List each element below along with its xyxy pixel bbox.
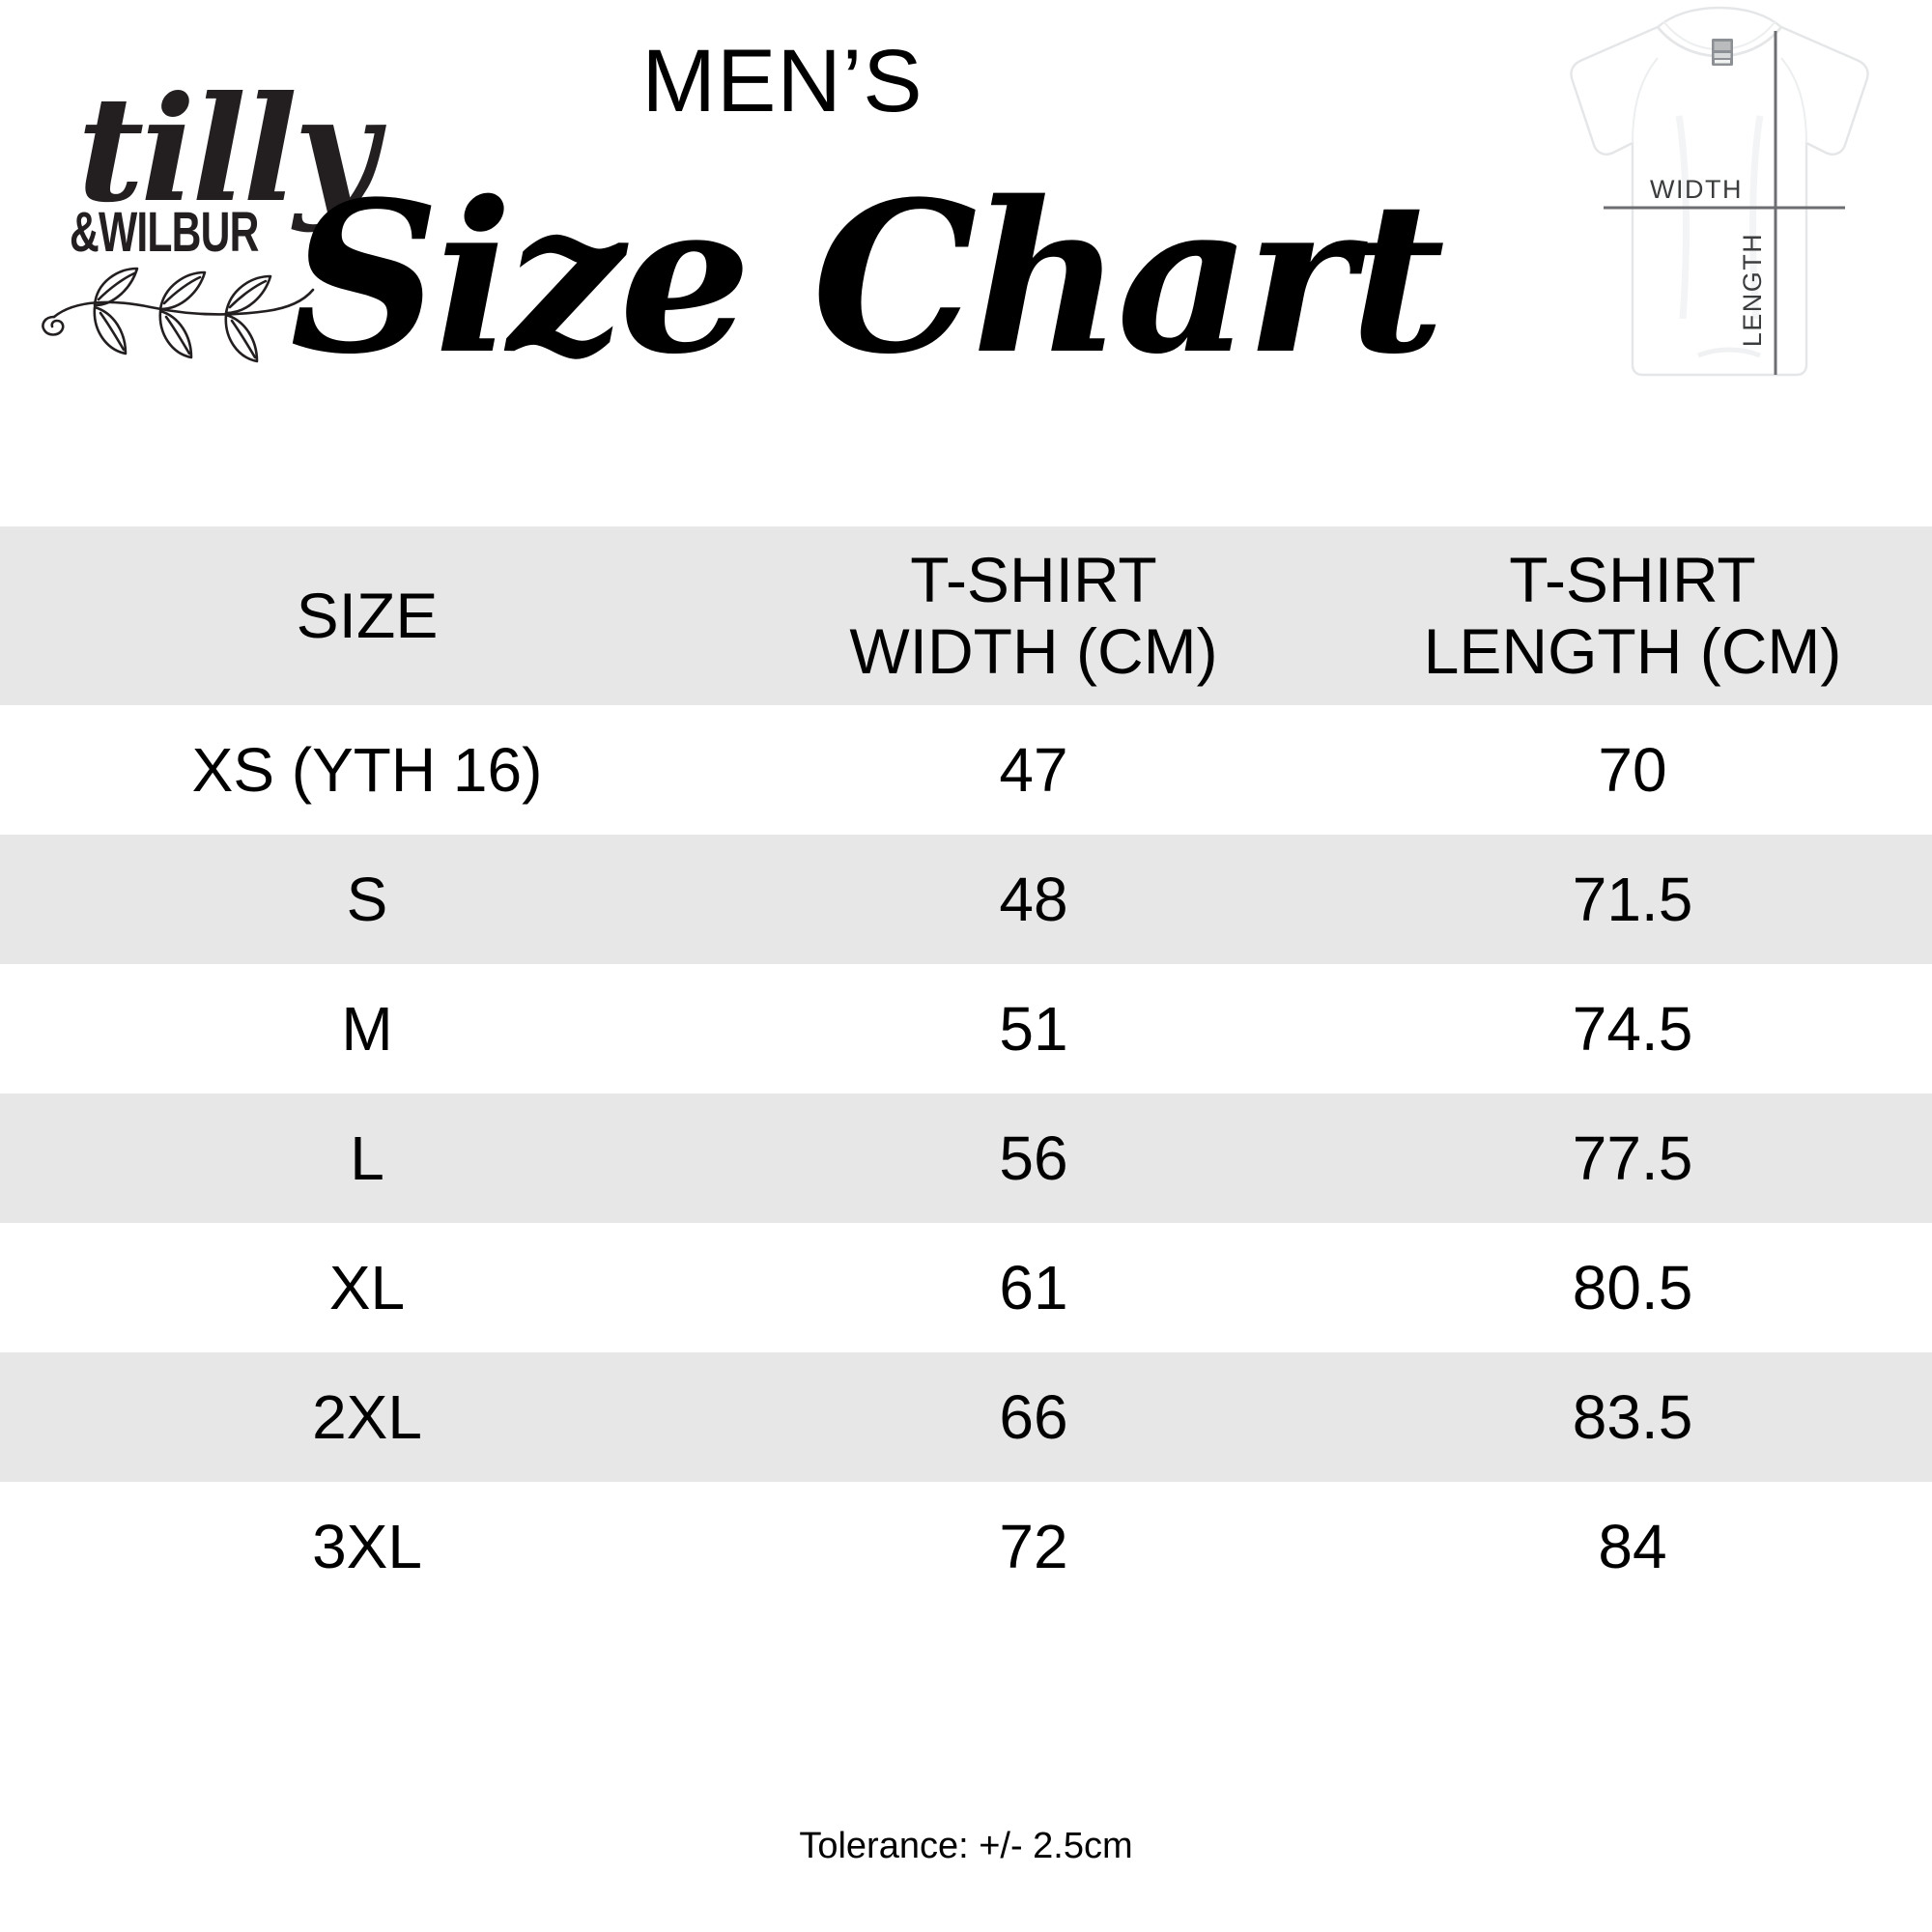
column-header-length-line-1: T-SHIRT xyxy=(1509,543,1756,615)
table-header: SIZE T-SHIRT WIDTH (CM) T-SHIRT LENGTH (… xyxy=(0,526,1932,705)
length-guide-label: LENGTH xyxy=(1738,233,1767,348)
cell-length: 70 xyxy=(1598,735,1667,805)
column-header-length: T-SHIRT LENGTH (CM) xyxy=(1333,526,1932,705)
table-header-row: SIZE T-SHIRT WIDTH (CM) T-SHIRT LENGTH (… xyxy=(0,526,1932,705)
column-header-width-line-2: WIDTH (CM) xyxy=(849,614,1218,687)
cell-size: M xyxy=(341,994,393,1064)
cell-size: 3XL xyxy=(312,1512,422,1581)
table-body: XS (YTH 16) 47 70 S 48 71.5 M 51 74.5 L … xyxy=(0,705,1932,1611)
page-title: Size Chart xyxy=(290,156,1445,400)
cell-size: XL xyxy=(328,1253,406,1322)
cell-width: 47 xyxy=(999,735,1068,805)
cell-length: 80.5 xyxy=(1572,1253,1693,1322)
page-eyebrow-title: MEN’S xyxy=(641,32,923,130)
table-row: 2XL 66 83.5 xyxy=(0,1352,1932,1482)
cell-length: 84 xyxy=(1598,1512,1667,1581)
column-header-width-line-1: T-SHIRT xyxy=(910,543,1157,615)
brand-subwordmark: &WILBUR xyxy=(70,201,259,265)
cell-size: L xyxy=(350,1123,384,1193)
table-row: 3XL 72 84 xyxy=(0,1482,1932,1611)
column-header-length-line-2: LENGTH (CM) xyxy=(1423,614,1842,687)
width-guide-label: WIDTH xyxy=(1650,175,1743,204)
cell-size: S xyxy=(346,865,388,934)
brand-logo: tilly &WILBUR xyxy=(31,77,378,367)
cell-length: 74.5 xyxy=(1572,994,1693,1064)
column-header-width: T-SHIRT WIDTH (CM) xyxy=(734,526,1333,705)
tshirt-illustration-icon: WIDTH LENGTH xyxy=(1517,0,1922,377)
table-row: S 48 71.5 xyxy=(0,835,1932,964)
cell-length: 71.5 xyxy=(1572,865,1693,934)
leaf-branch-flourish-icon xyxy=(37,257,327,363)
table-row: M 51 74.5 xyxy=(0,964,1932,1094)
cell-length: 83.5 xyxy=(1572,1382,1693,1452)
cell-width: 66 xyxy=(999,1382,1068,1452)
chart-header: tilly &WILBUR xyxy=(0,0,1932,526)
cell-size: 2XL xyxy=(312,1382,422,1452)
cell-width: 48 xyxy=(999,865,1068,934)
tolerance-note: Tolerance: +/- 2.5cm xyxy=(799,1826,1133,1866)
cell-width: 56 xyxy=(999,1123,1068,1193)
size-chart-table: SIZE T-SHIRT WIDTH (CM) T-SHIRT LENGTH (… xyxy=(0,526,1932,1611)
column-header-size-line-1: SIZE xyxy=(296,579,439,651)
table-row: XS (YTH 16) 47 70 xyxy=(0,705,1932,835)
table-row: XL 61 80.5 xyxy=(0,1223,1932,1352)
cell-width: 61 xyxy=(999,1253,1068,1322)
table-row: L 56 77.5 xyxy=(0,1094,1932,1223)
brand-wordmark: tilly xyxy=(77,65,378,235)
cell-size: XS (YTH 16) xyxy=(191,735,543,805)
cell-length: 77.5 xyxy=(1572,1123,1693,1193)
cell-width: 51 xyxy=(999,994,1068,1064)
cell-width: 72 xyxy=(999,1512,1068,1581)
column-header-size: SIZE xyxy=(0,526,734,705)
